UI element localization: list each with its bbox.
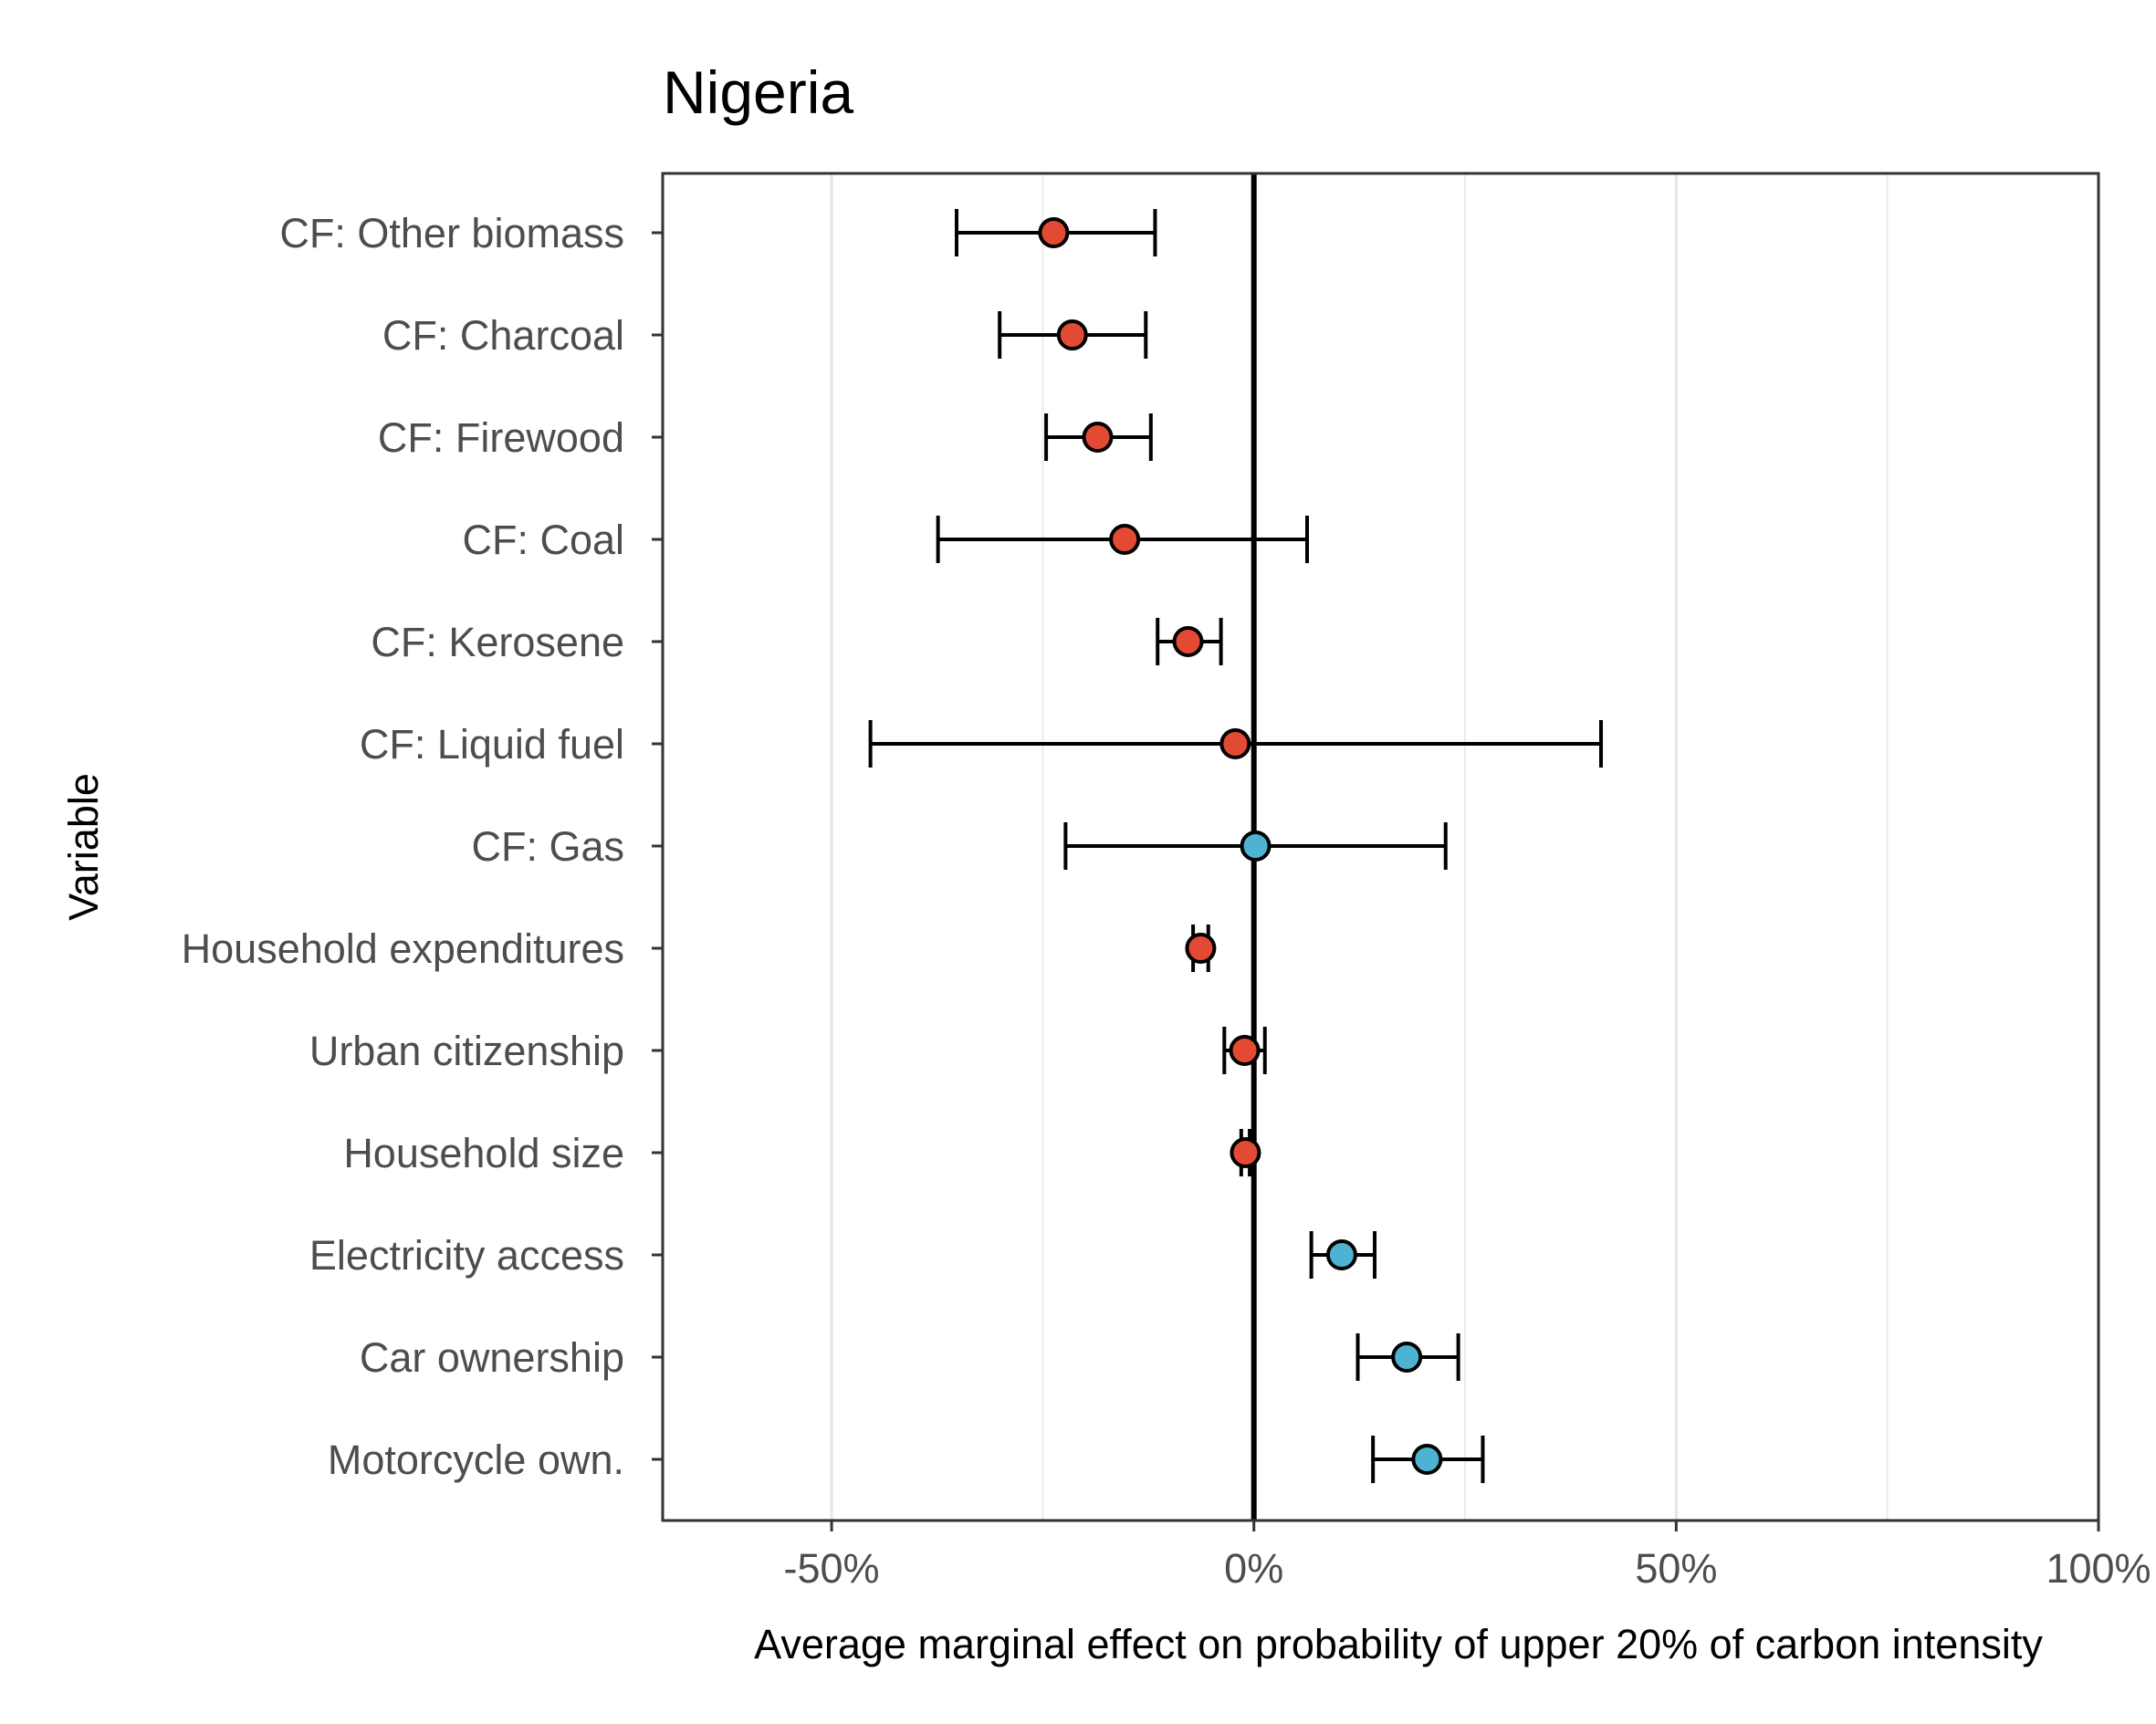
y-tick-label: Urban citizenship [309, 1028, 624, 1074]
point-estimate [1038, 217, 1070, 248]
point-estimate [1325, 1239, 1357, 1270]
point-estimate [1391, 1342, 1423, 1373]
x-tick-label: 100% [2046, 1545, 2151, 1592]
y-tick-label: CF: Coal [462, 517, 624, 563]
y-tick-label: CF: Liquid fuel [360, 721, 624, 768]
x-axis: -50% 0% 50% 100% [784, 1520, 2151, 1592]
y-tick-label: CF: Other biomass [279, 210, 624, 256]
x-axis-title: Average marginal effect on probability o… [754, 1621, 2043, 1667]
y-tick-label: Electricity access [309, 1232, 624, 1279]
y-axis-title: Variable [60, 773, 107, 921]
chart-title: Nigeria [663, 58, 853, 126]
point-estimate [1219, 728, 1251, 759]
y-tick-label: Household size [343, 1130, 624, 1176]
y-tick-label: CF: Kerosene [371, 619, 624, 665]
y-tick-label: CF: Gas [471, 823, 624, 870]
y-tick-label: CF: Firewood [378, 414, 624, 461]
point-estimate [1172, 626, 1204, 657]
data-marks [868, 209, 1604, 1483]
point-estimate [1082, 422, 1114, 453]
y-tick-label: Household expenditures [182, 925, 624, 972]
point-estimate [1185, 933, 1217, 964]
x-tick-label: 0% [1224, 1545, 1283, 1592]
y-tick-label: Car ownership [360, 1334, 624, 1381]
x-tick-label: 50% [1635, 1545, 1717, 1592]
point-estimate [1240, 831, 1272, 862]
point-estimate [1109, 524, 1141, 555]
x-tick-label: -50% [784, 1545, 880, 1592]
point-estimate [1411, 1444, 1443, 1475]
y-tick-label: CF: Charcoal [382, 312, 624, 359]
point-estimate [1230, 1137, 1261, 1168]
point-estimate [1056, 319, 1088, 350]
y-axis: CF: Other biomass CF: Charcoal CF: Firewoo… [182, 210, 663, 1483]
y-tick-label: Motorcycle own. [328, 1437, 624, 1483]
gridlines [830, 173, 2100, 1520]
point-estimate [1229, 1035, 1261, 1066]
